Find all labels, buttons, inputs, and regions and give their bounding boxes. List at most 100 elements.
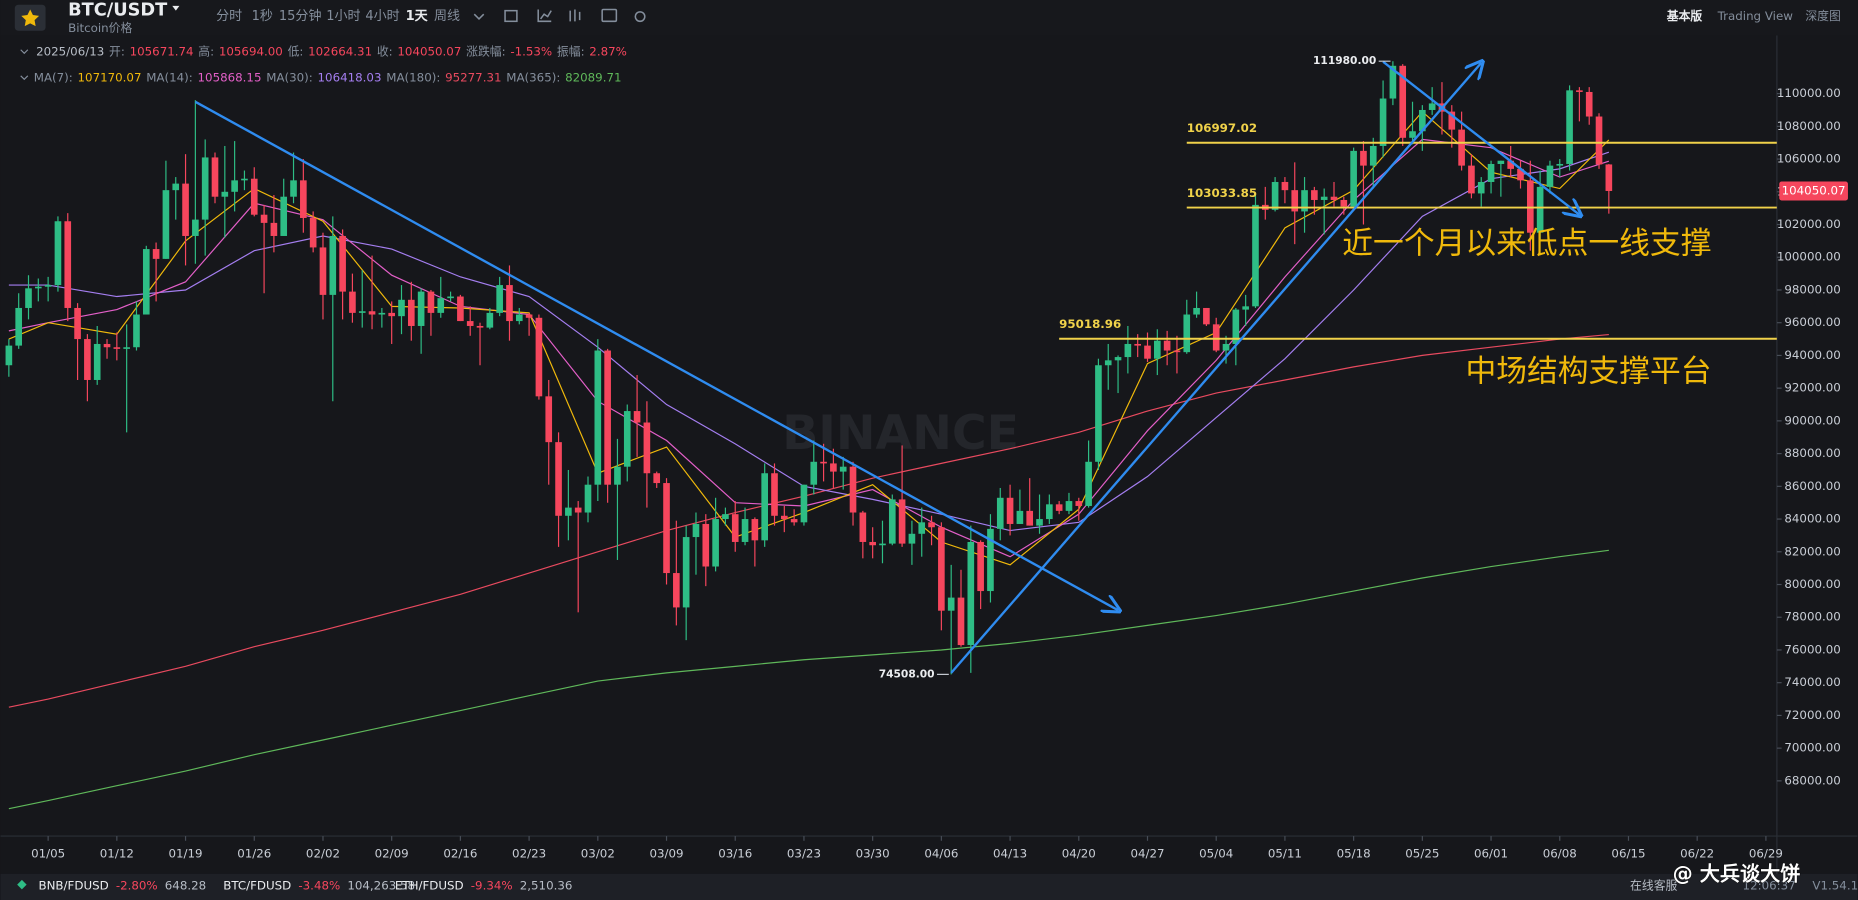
candle-body [761, 473, 768, 541]
y-tick-label: 86000.00 [1784, 479, 1840, 493]
interval-tab[interactable]: 15分钟 [279, 8, 322, 24]
interval-tab[interactable]: 1天 [406, 9, 429, 24]
candle-body [476, 325, 484, 328]
chart-style-icon[interactable] [537, 9, 552, 23]
x-tick-label: 02/02 [306, 846, 340, 860]
interval-tab[interactable]: 4小时 [365, 9, 399, 24]
candle-body [1193, 307, 1200, 315]
symbol[interactable]: BTC/USDT [68, 1, 168, 21]
symbol-dropdown[interactable] [172, 5, 180, 11]
candle-body [506, 285, 513, 322]
candle-body [1301, 190, 1308, 212]
candle-body [633, 411, 641, 423]
candle-body [378, 312, 386, 315]
field-label: 低: [288, 45, 304, 59]
candle-body [457, 296, 464, 322]
view-depth[interactable]: 深度图 [1805, 9, 1841, 23]
interval-tab[interactable]: 1小时 [326, 9, 360, 24]
y-tick-label: 94000.00 [1784, 348, 1840, 362]
ticker-price: 2,510.36 [520, 878, 573, 892]
candle-body [486, 312, 494, 328]
x-tick-label: 01/26 [237, 846, 271, 860]
candle-body [888, 499, 896, 544]
interval-tab[interactable]: 1秒 [252, 9, 273, 24]
y-tick-label: 70000.00 [1784, 741, 1840, 755]
candle-body [231, 180, 238, 192]
candle-body [1252, 204, 1259, 307]
candle-body [771, 473, 778, 516]
candle-body [447, 296, 454, 299]
layout-icon[interactable] [601, 8, 618, 23]
ticker-icon [17, 879, 27, 890]
candle-body [722, 514, 729, 520]
candle-body [643, 422, 651, 474]
candle-body [1065, 501, 1073, 511]
candle-body [987, 528, 994, 592]
x-tick-label: 06/01 [1474, 846, 1508, 860]
candle-body [1389, 65, 1397, 99]
x-tick-label: 04/20 [1062, 846, 1096, 860]
candle-body [162, 190, 170, 259]
watermark: BINANCE [782, 406, 1019, 461]
interval-tab[interactable]: 周线 [434, 9, 460, 24]
ticker-pair[interactable]: ETH/FDUSD [395, 878, 464, 892]
candle-body [250, 178, 258, 215]
ma-legend-value: 95277.31 [445, 71, 501, 85]
x-tick-label: 06/29 [1749, 846, 1783, 860]
x-tick-label: 01/05 [31, 846, 65, 860]
field-label: 收: [377, 45, 393, 59]
candle-body [280, 196, 288, 236]
symbol-subtitle[interactable]: Bitcoin价格 [68, 21, 132, 35]
candle-body [604, 350, 611, 485]
ma-legend-value: 107170.07 [78, 71, 142, 85]
candle-body [123, 347, 130, 349]
candle-body [1055, 504, 1063, 511]
candle-body [1016, 510, 1024, 524]
candle-body [1468, 165, 1475, 194]
view-tradingview[interactable]: Trading View [1717, 9, 1794, 23]
candle-body [133, 314, 140, 348]
candle-body [967, 541, 975, 646]
candle-body [614, 466, 621, 485]
y-tick-label: 110000.00 [1777, 86, 1841, 100]
candle-body [1517, 168, 1524, 181]
collapse-icons[interactable] [20, 49, 29, 81]
field-value: 104050.07 [397, 45, 461, 59]
candle-body [466, 321, 474, 326]
candle-body [211, 157, 219, 197]
candle-body [800, 484, 808, 523]
ticker-pair[interactable]: BNB/FDUSD [38, 878, 108, 892]
candle-body [349, 291, 356, 313]
candle-body [1497, 160, 1505, 164]
interval-tab[interactable]: 分时 [216, 9, 242, 24]
ticker-change: -3.48% [298, 878, 340, 892]
candle-body [1134, 343, 1141, 346]
indicator-icon[interactable] [504, 9, 518, 23]
interval-dropdown[interactable] [473, 13, 485, 21]
candle-body [1399, 65, 1407, 138]
level-label: 95018.96 [1059, 317, 1121, 331]
candle-body [221, 191, 229, 197]
candle-body [25, 288, 32, 308]
candle-body [368, 311, 376, 315]
candle-body [555, 442, 562, 516]
settings-icon[interactable] [634, 11, 646, 23]
candles-icon[interactable] [569, 9, 581, 22]
candle-body [702, 523, 710, 567]
x-tick-label: 02/09 [375, 846, 409, 860]
candle-body [535, 317, 543, 397]
candle-body [54, 221, 62, 286]
ticker-pair[interactable]: BTC/FDUSD [223, 878, 291, 892]
candle-body [1104, 360, 1112, 366]
candle-body [1281, 181, 1289, 191]
candle-body [408, 299, 415, 326]
candle-body [1203, 307, 1210, 325]
candle-body [35, 286, 42, 289]
candle-body [1369, 145, 1377, 166]
view-basic[interactable]: 基本版 [1666, 9, 1703, 23]
x-tick-label: 05/25 [1405, 846, 1439, 860]
version: V1.54.18 [1812, 878, 1858, 892]
x-tick-label: 01/19 [169, 846, 203, 860]
support-link[interactable]: 在线客服 [1630, 878, 1677, 892]
